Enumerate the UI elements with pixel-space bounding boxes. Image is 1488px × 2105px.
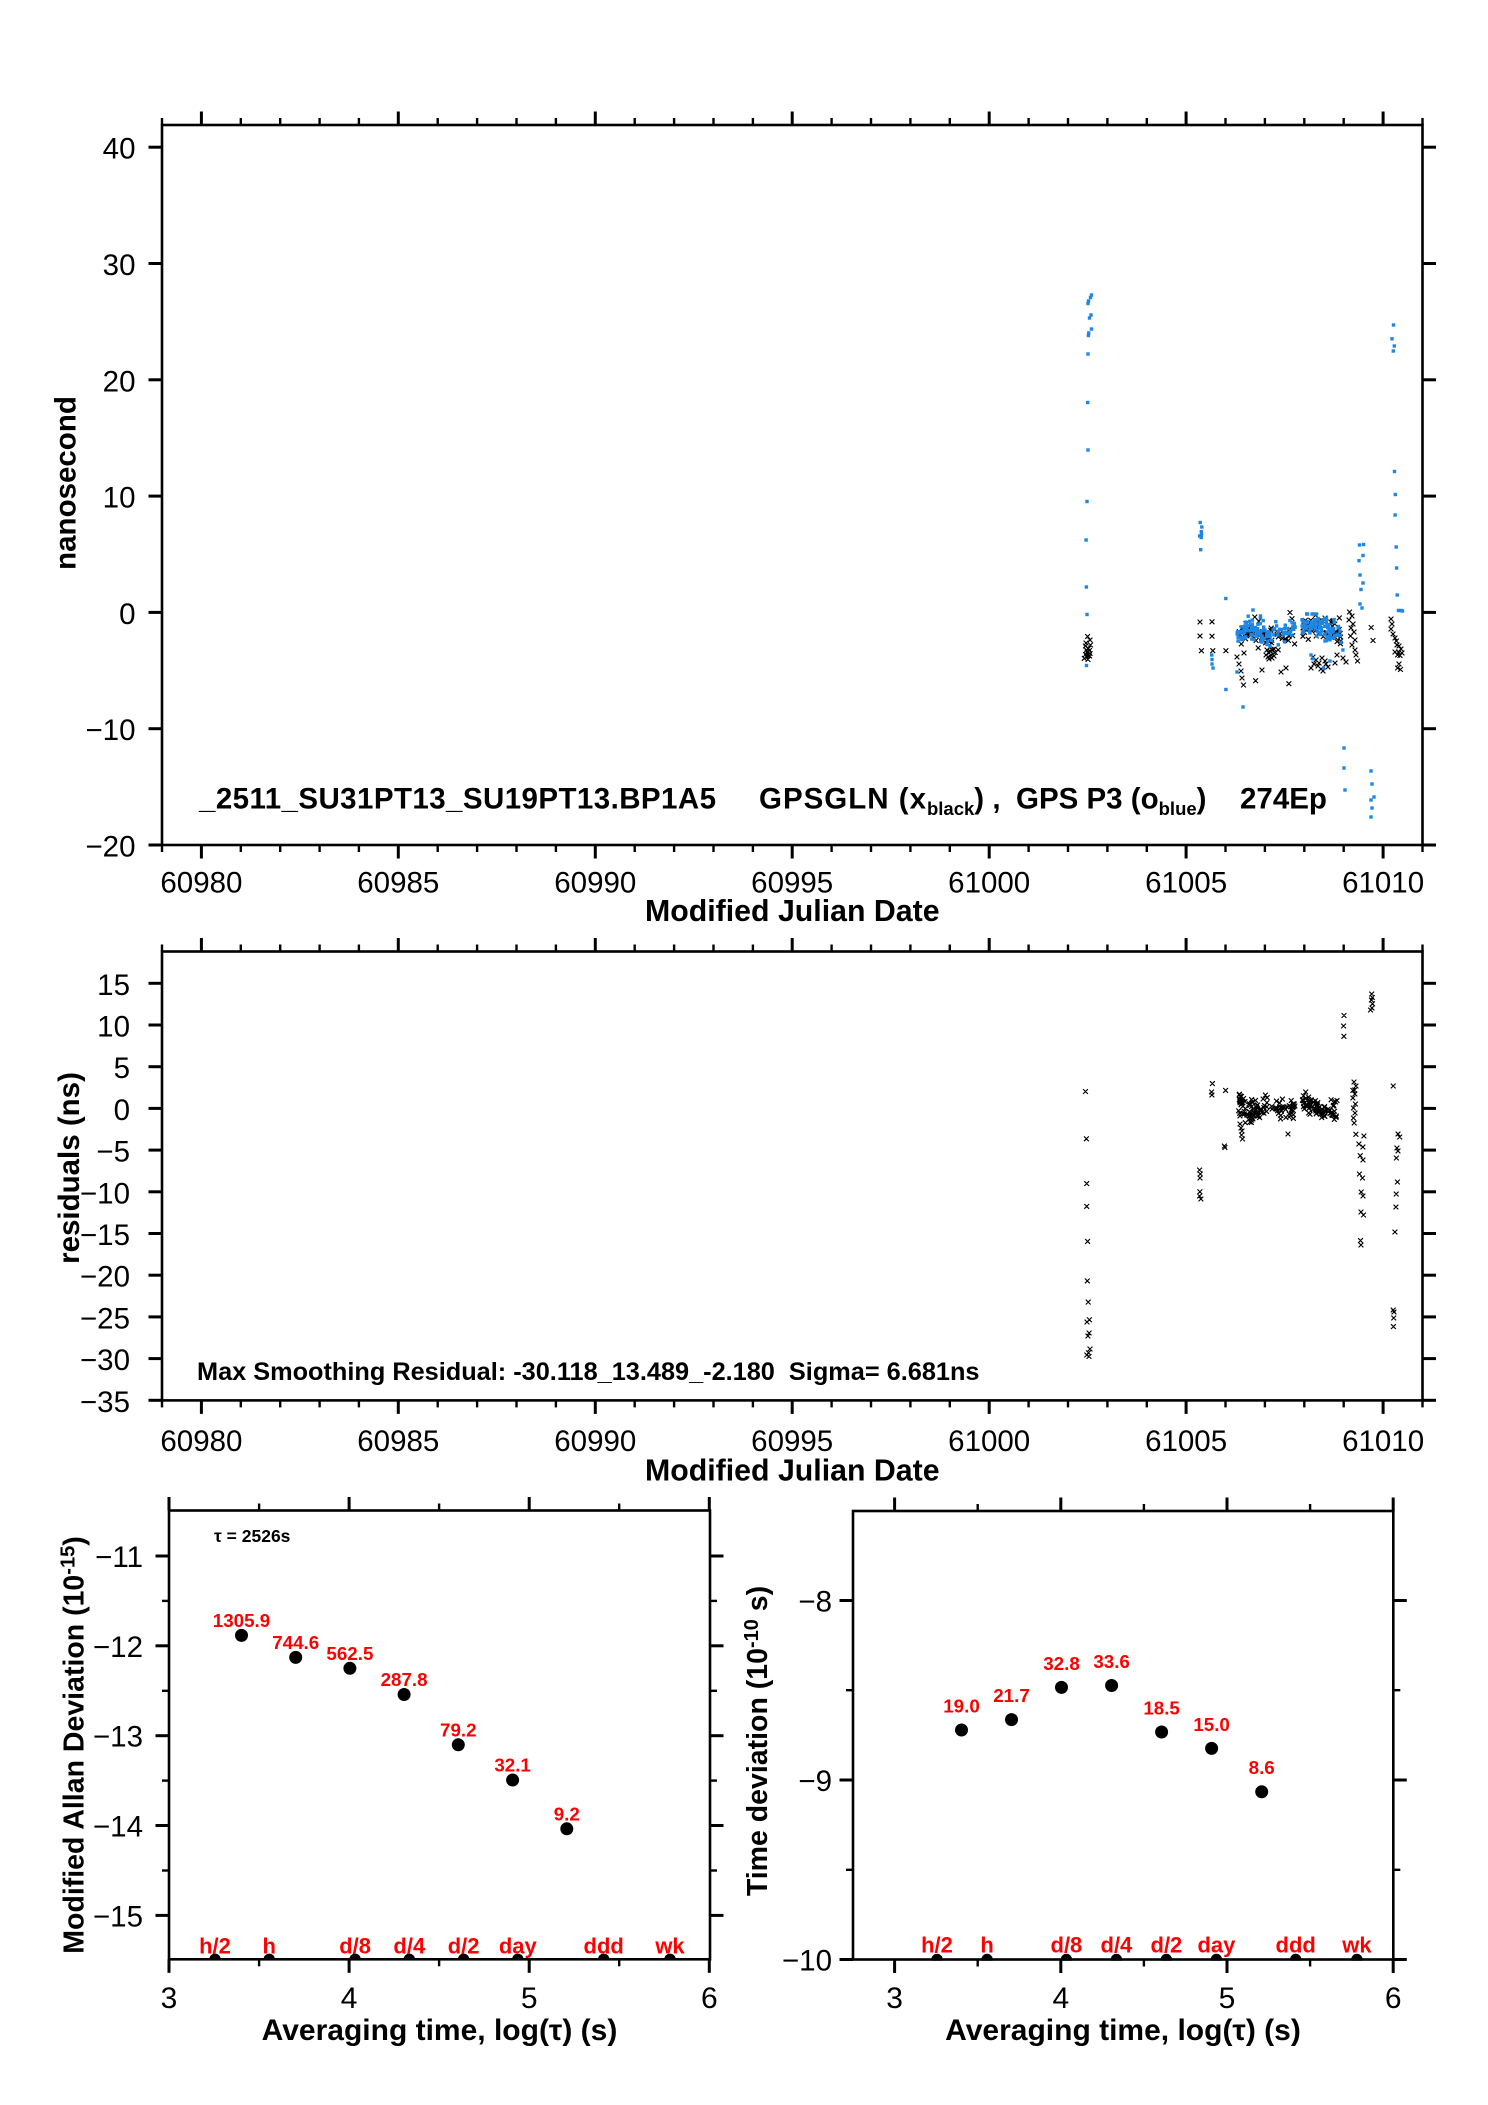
svg-text:h/2: h/2 — [921, 1933, 953, 1958]
svg-text:8.6: 8.6 — [1249, 1757, 1275, 1778]
svg-text:Averaging time, log(τ) (s): Averaging time, log(τ) (s) — [945, 2014, 1301, 2047]
svg-text:−25: −25 — [80, 1302, 130, 1335]
svg-text:d/8: d/8 — [1051, 1933, 1083, 1958]
svg-text:d/8: d/8 — [339, 1933, 371, 1958]
svg-text:3: 3 — [161, 1982, 178, 2015]
svg-text:10: 10 — [97, 1011, 130, 1044]
svg-text:20: 20 — [103, 365, 136, 398]
svg-text:day: day — [1197, 1933, 1236, 1958]
svg-text:274Ep: 274Ep — [1240, 783, 1327, 816]
svg-text:GPSGLN (xblack) ,: GPSGLN (xblack) , — [759, 783, 1001, 820]
svg-text:32.8: 32.8 — [1043, 1653, 1080, 1674]
svg-text:Max Smoothing Residual: -30.11: Max Smoothing Residual: -30.118_13.489_-… — [197, 1358, 979, 1386]
svg-text:60985: 60985 — [357, 1425, 439, 1458]
svg-text:−10: −10 — [782, 1944, 832, 1977]
svg-text:d/2: d/2 — [448, 1933, 480, 1958]
svg-text:33.6: 33.6 — [1093, 1651, 1130, 1672]
svg-text:nanosecond: nanosecond — [50, 396, 83, 570]
svg-text:60990: 60990 — [554, 1425, 636, 1458]
svg-text:5: 5 — [521, 1982, 538, 2015]
svg-text:5: 5 — [1219, 1982, 1236, 2015]
svg-text:−15: −15 — [80, 1219, 130, 1252]
svg-text:0: 0 — [119, 598, 135, 631]
svg-text:ddd: ddd — [1276, 1933, 1316, 1958]
svg-text:6: 6 — [701, 1982, 718, 2015]
svg-text:79.2: 79.2 — [440, 1720, 477, 1741]
svg-text:61000: 61000 — [948, 867, 1030, 900]
svg-text:6: 6 — [1385, 1982, 1402, 2015]
svg-text:18.5: 18.5 — [1143, 1697, 1180, 1718]
svg-text:−10: −10 — [80, 1177, 130, 1210]
svg-text:10: 10 — [103, 482, 136, 515]
svg-text:0: 0 — [114, 1094, 130, 1127]
svg-text:Modified Allan Deviation (10-1: Modified Allan Deviation (10-15) — [58, 1536, 91, 1953]
svg-text:19.0: 19.0 — [943, 1695, 980, 1716]
svg-text:61010: 61010 — [1342, 867, 1424, 900]
svg-text:−30: −30 — [80, 1344, 130, 1377]
svg-text:h: h — [980, 1933, 993, 1958]
svg-text:61005: 61005 — [1145, 867, 1227, 900]
svg-text:60980: 60980 — [160, 867, 242, 900]
svg-text:−14: −14 — [93, 1811, 143, 1844]
svg-text:60990: 60990 — [554, 867, 636, 900]
svg-text:744.6: 744.6 — [272, 1632, 319, 1653]
svg-text:−11: −11 — [95, 1541, 143, 1574]
svg-text:60995: 60995 — [751, 867, 833, 900]
svg-text:h/2: h/2 — [199, 1933, 231, 1958]
svg-text:61005: 61005 — [1145, 1425, 1227, 1458]
svg-text:h: h — [262, 1933, 275, 1958]
svg-text:−5: −5 — [96, 1136, 130, 1169]
svg-text:15.0: 15.0 — [1193, 1714, 1230, 1735]
svg-text:GPS P3 (oblue): GPS P3 (oblue) — [1016, 783, 1206, 820]
svg-text:τ = 2526s: τ = 2526s — [214, 1526, 291, 1546]
svg-text:15: 15 — [97, 969, 130, 1002]
svg-text:30: 30 — [103, 249, 136, 282]
svg-text:−12: −12 — [93, 1631, 143, 1664]
svg-text:1305.9: 1305.9 — [213, 1610, 270, 1631]
svg-text:Modified Julian Date: Modified Julian Date — [645, 1454, 940, 1487]
svg-text:562.5: 562.5 — [326, 1643, 373, 1664]
svg-text:d/4: d/4 — [393, 1933, 426, 1958]
svg-text:32.1: 32.1 — [494, 1755, 531, 1776]
svg-text:wk: wk — [1341, 1933, 1372, 1958]
svg-text:Averaging time, log(τ) (s): Averaging time, log(τ) (s) — [262, 2014, 618, 2047]
svg-text:5: 5 — [114, 1052, 130, 1085]
svg-text:9.2: 9.2 — [554, 1804, 580, 1825]
svg-text:residuals (ns): residuals (ns) — [53, 1072, 86, 1264]
svg-text:−8: −8 — [798, 1585, 832, 1618]
svg-text:287.8: 287.8 — [381, 1669, 428, 1690]
svg-text:−20: −20 — [80, 1261, 130, 1294]
svg-text:60980: 60980 — [160, 1425, 242, 1458]
svg-text:4: 4 — [1052, 1982, 1069, 2015]
svg-text:3: 3 — [886, 1982, 903, 2015]
svg-text:−35: −35 — [80, 1386, 130, 1419]
svg-text:_2511_SU31PT13_SU19PT13.BP1A5: _2511_SU31PT13_SU19PT13.BP1A5 — [198, 783, 716, 816]
svg-text:ddd: ddd — [584, 1933, 624, 1958]
svg-text:21.7: 21.7 — [993, 1685, 1030, 1706]
svg-text:d/4: d/4 — [1101, 1933, 1134, 1958]
svg-text:60985: 60985 — [357, 867, 439, 900]
svg-text:d/2: d/2 — [1151, 1933, 1183, 1958]
svg-text:61010: 61010 — [1342, 1425, 1424, 1458]
svg-text:−13: −13 — [93, 1721, 143, 1754]
svg-text:−9: −9 — [798, 1765, 832, 1798]
svg-text:day: day — [499, 1933, 538, 1958]
svg-text:−20: −20 — [85, 831, 135, 864]
svg-text:wk: wk — [654, 1933, 685, 1958]
svg-text:40: 40 — [103, 133, 136, 166]
svg-text:−15: −15 — [93, 1900, 143, 1933]
svg-text:Modified Julian Date: Modified Julian Date — [645, 895, 940, 928]
svg-text:4: 4 — [341, 1982, 358, 2015]
svg-text:−10: −10 — [85, 714, 135, 747]
svg-text:60995: 60995 — [751, 1425, 833, 1458]
svg-text:61000: 61000 — [948, 1425, 1030, 1458]
